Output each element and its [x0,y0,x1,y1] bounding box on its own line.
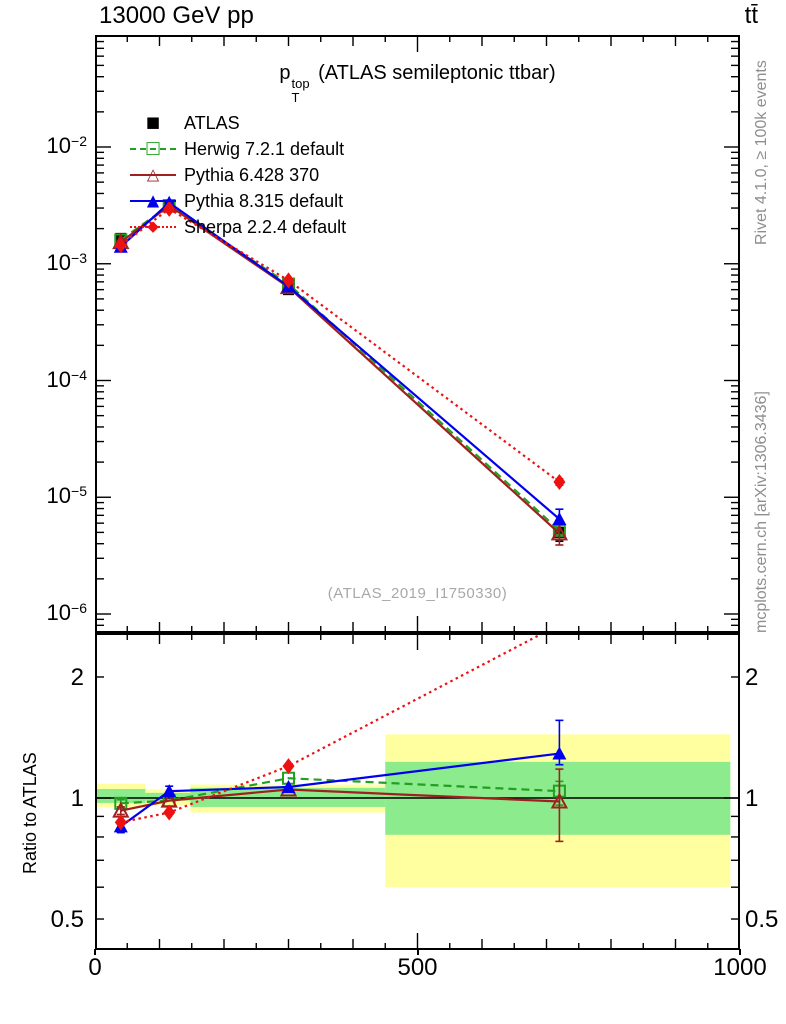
x-tick-label: 500 [397,954,438,981]
main-y-tick-label: 10−2 [46,133,87,158]
plot-title-base: p [279,62,291,84]
main-y-tick-label: 10−4 [46,366,87,392]
main-y-tick-label: 10−6 [46,600,87,625]
plot-title-subsup: top T [292,77,310,104]
x-tick-stub [94,949,96,955]
plot-title-rest: (ATLAS semileptonic ttbar) [312,62,556,84]
mcplots-arxiv-note: mcplots.cern.ch [arXiv:1306.3436] [753,391,770,633]
legend-item-2: △ Pythia 6.428 370 [130,162,346,188]
ratio-y-tick-label-left: 0.5 [50,906,84,933]
beam-energy-title: 13000 GeV pp [99,2,254,29]
legend: ■ ATLAS □ Herwig 7.2.1 default △ Pythia 6.428… [130,110,346,240]
x-tick-stub [416,949,419,955]
plot-title: p top T (ATLAS semileptonic ttbar) [95,62,740,104]
plot-title-sub: T [291,89,300,105]
main-plot-canvas [95,35,740,633]
legend-label: Herwig 7.2.1 default [184,138,345,159]
legend-marker-filled-square: ■ [145,112,161,131]
legend-item-0: ■ ATLAS [130,110,346,136]
legend-label: Pythia 8.315 default [184,190,344,211]
legend-label: ATLAS [184,112,240,133]
legend-item-1: □ Herwig 7.2.1 default [130,136,346,162]
legend-marker-filled-diamond: ◆ [130,217,176,237]
plot-title-sup: top [291,76,310,91]
analysis-watermark: (ATLAS_2019_I1750330) [327,585,508,602]
legend-label: Sherpa 2.2.4 default [184,216,347,237]
ratio-y-tick-label-left: 1 [70,785,84,812]
x-tick-label: 0 [88,954,102,981]
x-tick-label: 1000 [713,954,767,981]
ratio-y-tick-label-right: 0.5 [745,906,779,933]
ratio-y-tick-label-right: 2 [745,663,759,691]
x-tick-stub [739,949,741,955]
ratio-y-tick-label-right: 1 [745,785,759,812]
legend-marker-open-triangle: △ [130,165,176,185]
main-y-tick-label: 10−5 [46,483,87,509]
main-y-tick-label: 10−3 [46,249,87,275]
legend-label: Pythia 6.428 370 [184,164,320,185]
legend-marker-filled-triangle: ▲ [130,191,176,211]
legend-item-3: ▲ Pythia 8.315 default [130,188,346,214]
ratio-axis-label: Ratio to ATLAS [20,752,40,874]
rivet-version-note: Rivet 4.1.0, ≥ 100k events [753,60,770,245]
legend-marker-open-square: □ [130,139,176,159]
legend-item-4: ◆ Sherpa 2.2.4 default [130,214,346,240]
process-title: tt̄ [744,2,758,29]
ratio-plot-canvas [95,633,740,950]
ratio-y-tick-label-left: 2 [70,663,84,691]
